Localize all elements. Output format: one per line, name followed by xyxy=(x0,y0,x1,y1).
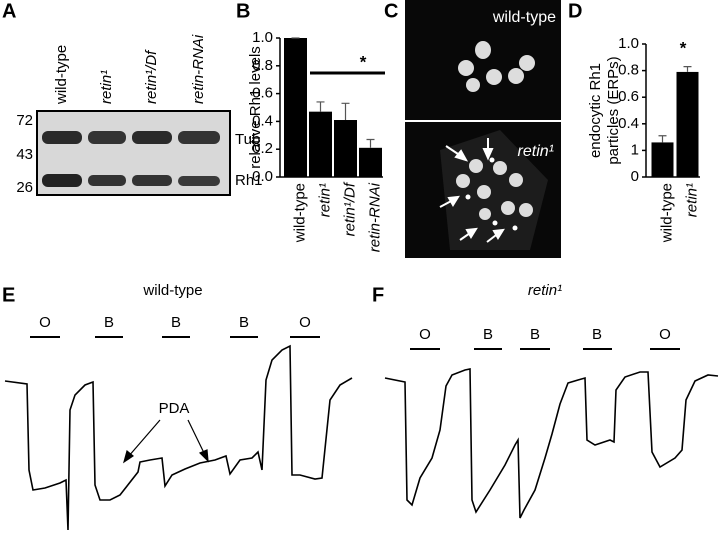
bar xyxy=(284,38,307,177)
panel-label: B xyxy=(236,0,250,22)
error-bar xyxy=(658,135,667,143)
error-bar xyxy=(316,101,325,112)
trace-title: retin¹ xyxy=(528,282,562,299)
band-label: Rh1 xyxy=(235,172,263,189)
stimulus-label: O xyxy=(659,326,671,343)
lane-label: retin-RNAi xyxy=(190,34,207,104)
y-tick-label: 1 xyxy=(631,141,639,158)
trace xyxy=(384,368,719,519)
annotation-arrow xyxy=(122,419,209,464)
bar xyxy=(359,147,382,177)
image-label: wild-type xyxy=(492,9,556,26)
y-tick-label: 0.2 xyxy=(252,140,273,157)
panel-label: D xyxy=(568,0,582,22)
stimulus-label: O xyxy=(419,326,431,343)
error-bar xyxy=(366,138,375,148)
stimulus-label: O xyxy=(39,314,51,331)
annotation: * xyxy=(680,38,687,57)
western-blot xyxy=(36,110,231,196)
lane-label: wild-type xyxy=(53,45,70,105)
marker-label: 72 xyxy=(16,112,33,129)
y-tick-label: 0.0 xyxy=(252,168,273,185)
x-tick-label: retin¹/Df xyxy=(341,181,358,236)
annotation: * xyxy=(360,52,367,71)
y-tick-label: 0.6 xyxy=(252,85,273,102)
y-tick-label: 0.8 xyxy=(252,57,273,74)
x-tick-label: retin¹ xyxy=(683,183,700,217)
bar xyxy=(676,71,699,177)
bar xyxy=(651,142,674,177)
micrograph xyxy=(405,0,561,258)
x-tick-label: wild-type xyxy=(291,183,308,243)
y-axis-label: relative Rh1 levels xyxy=(247,46,264,169)
lane-label: retin¹ xyxy=(98,70,115,104)
bar xyxy=(334,120,357,177)
x-tick-label: retin-RNAi xyxy=(366,182,383,252)
stimulus-label: B xyxy=(483,326,493,343)
y-tick-label: 1.0 xyxy=(252,29,273,46)
y-tick-label: 1.0 xyxy=(618,35,639,52)
y-tick-label: 0.8 xyxy=(618,62,639,79)
trace xyxy=(4,344,353,531)
panel-label: F xyxy=(372,284,384,306)
stimulus-label: O xyxy=(299,314,311,331)
stimulus-label: B xyxy=(104,314,114,331)
stimulus-label: B xyxy=(171,314,181,331)
marker-label: 43 xyxy=(16,146,33,163)
x-tick-label: retin¹ xyxy=(316,183,333,217)
lane-label: retin¹/Df xyxy=(143,49,160,104)
y-tick-label: 0.4 xyxy=(618,115,639,132)
annotation: PDA xyxy=(159,400,190,417)
bar xyxy=(309,111,332,177)
y-tick-label: 0.6 xyxy=(618,88,639,105)
panel-label: A xyxy=(2,0,16,22)
trace-title: wild-type xyxy=(142,282,202,299)
marker-label: 26 xyxy=(16,179,33,196)
error-bar xyxy=(341,102,350,121)
stimulus-label: B xyxy=(239,314,249,331)
band-label: Tub xyxy=(235,131,260,148)
y-axis-label: particles (ERPs) xyxy=(605,56,622,164)
image-label: retin¹ xyxy=(518,143,554,160)
stimulus-label: B xyxy=(592,326,602,343)
panel-label: E xyxy=(2,284,15,306)
error-bar xyxy=(683,66,692,72)
stimulus-label: B xyxy=(530,326,540,343)
panel-label: C xyxy=(384,0,398,22)
y-tick-label: 0 xyxy=(631,168,639,185)
y-tick-label: 0.4 xyxy=(252,112,273,129)
y-axis-label: endocytic Rh1 xyxy=(587,63,604,158)
x-tick-label: wild-type xyxy=(658,183,675,243)
